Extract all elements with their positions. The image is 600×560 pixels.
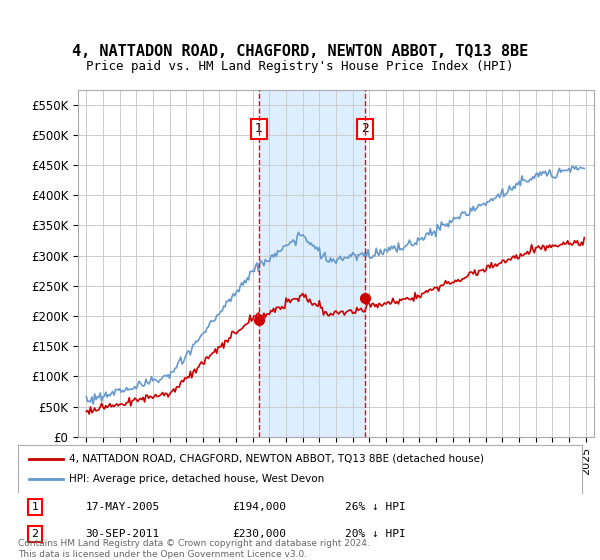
Text: £194,000: £194,000 bbox=[232, 502, 286, 512]
Text: 1: 1 bbox=[31, 502, 38, 512]
Text: Contains HM Land Registry data © Crown copyright and database right 2024.
This d: Contains HM Land Registry data © Crown c… bbox=[18, 539, 370, 559]
Text: 4, NATTADON ROAD, CHAGFORD, NEWTON ABBOT, TQ13 8BE: 4, NATTADON ROAD, CHAGFORD, NEWTON ABBOT… bbox=[72, 44, 528, 59]
Text: 26% ↓ HPI: 26% ↓ HPI bbox=[345, 502, 406, 512]
Bar bbox=[259, 90, 365, 437]
Text: 2: 2 bbox=[31, 529, 38, 539]
Text: £230,000: £230,000 bbox=[232, 529, 286, 539]
Text: 30-SEP-2011: 30-SEP-2011 bbox=[86, 529, 160, 539]
Text: 17-MAY-2005: 17-MAY-2005 bbox=[86, 502, 160, 512]
Text: Price paid vs. HM Land Registry's House Price Index (HPI): Price paid vs. HM Land Registry's House … bbox=[86, 60, 514, 73]
Text: 1: 1 bbox=[255, 122, 263, 136]
Text: 20% ↓ HPI: 20% ↓ HPI bbox=[345, 529, 406, 539]
Text: 2: 2 bbox=[361, 122, 369, 136]
Text: 4, NATTADON ROAD, CHAGFORD, NEWTON ABBOT, TQ13 8BE (detached house): 4, NATTADON ROAD, CHAGFORD, NEWTON ABBOT… bbox=[69, 454, 484, 464]
Text: HPI: Average price, detached house, West Devon: HPI: Average price, detached house, West… bbox=[69, 474, 324, 484]
